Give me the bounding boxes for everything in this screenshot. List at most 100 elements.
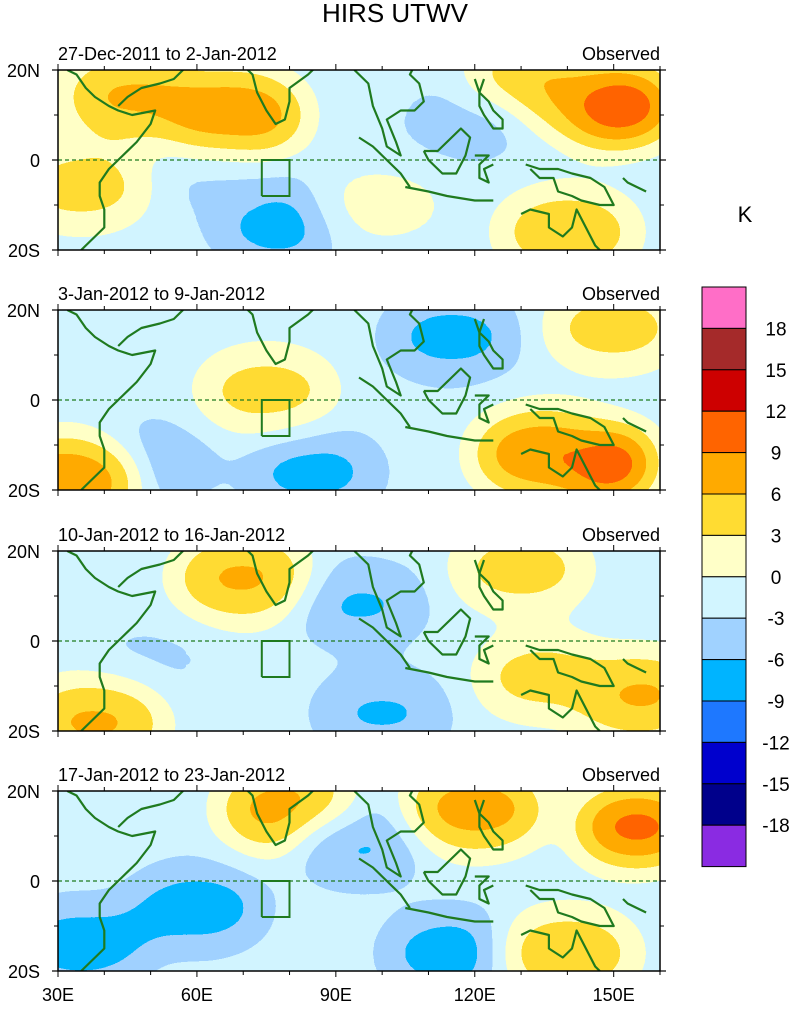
coastline <box>117 791 184 828</box>
coastline <box>358 857 411 909</box>
coastline <box>117 551 184 588</box>
x-tick-label: 150E <box>593 985 635 1005</box>
coastline <box>405 666 494 683</box>
colorbar-level-label: -6 <box>768 651 785 672</box>
colorbar-level-label: 15 <box>765 361 786 382</box>
panel-source-label: Observed <box>582 44 660 64</box>
coastline <box>520 929 601 971</box>
y-tick-label: 20N <box>7 301 40 321</box>
anomaly-blob <box>314 169 451 241</box>
coastlines <box>66 310 647 490</box>
anomaly-blob <box>165 79 302 151</box>
coastline <box>473 78 504 130</box>
anomaly-blob <box>314 677 451 731</box>
coastline <box>353 551 425 638</box>
coastline <box>358 136 411 188</box>
coastline <box>473 318 504 370</box>
coastline <box>422 127 472 175</box>
colorbar: 18 15 12 9 6 3 0 -3 -6 -9 -12 -15 -18 <box>701 286 790 868</box>
coastline <box>473 799 504 851</box>
colorbar-level-label: -3 <box>768 609 785 630</box>
x-tick-label: 120E <box>454 985 496 1005</box>
coastline <box>246 70 315 126</box>
coastline <box>525 884 615 928</box>
x-tick-label: 30E <box>42 985 74 1005</box>
colorbar-level-label: 9 <box>771 444 782 465</box>
colorbar-swatch <box>701 783 747 826</box>
anomaly-blob <box>291 569 427 641</box>
coastline <box>405 906 494 923</box>
coastline <box>66 551 157 731</box>
chart-title: HIRS UTWV <box>322 0 469 28</box>
coastline <box>405 185 494 202</box>
panel-source-label: Observed <box>582 525 660 545</box>
colorbar-level-label: 18 <box>765 319 786 340</box>
coastline <box>422 367 472 415</box>
y-tick-label: 20S <box>8 962 40 982</box>
panel-2: 20N 0 20S 3-Jan-2012 to 9-Jan-2012 Observed <box>7 284 666 501</box>
coastline <box>474 635 494 665</box>
coastline <box>525 403 615 447</box>
y-tick-label: 0 <box>30 872 40 892</box>
anomaly-blob <box>58 151 150 223</box>
y-tick-label: 0 <box>30 391 40 411</box>
coastline <box>66 791 157 971</box>
coastlines <box>66 791 647 971</box>
y-tick-label: 0 <box>30 632 40 652</box>
y-tick-label: 20N <box>7 782 40 802</box>
colorbar-swatch <box>701 576 747 619</box>
panel-3: 20N 0 20S 10-Jan-2012 to 16-Jan-2012 Observe… <box>7 525 666 742</box>
anomaly-blob <box>128 872 265 944</box>
anomaly-blob <box>64 70 201 133</box>
anomaly-blob <box>406 791 543 845</box>
x-tick-label: 60E <box>181 985 213 1005</box>
coastlines <box>66 70 647 250</box>
colorbar-swatch <box>701 369 747 412</box>
coastline <box>622 177 647 193</box>
colorbar-units-label: K <box>738 202 753 227</box>
coastline <box>422 848 472 896</box>
coastline <box>246 791 315 847</box>
coastline <box>246 310 315 366</box>
coastline <box>474 394 494 424</box>
anomaly-blob <box>383 310 520 373</box>
coastline <box>66 70 157 250</box>
anomaly-blob <box>578 797 660 857</box>
anomaly-blob <box>291 809 427 881</box>
anomaly-blob <box>545 310 660 364</box>
coastline <box>525 163 615 207</box>
anomaly-blob <box>397 88 534 160</box>
coastline <box>422 608 472 656</box>
panel-period-label: 17-Jan-2012 to 23-Jan-2012 <box>58 765 285 785</box>
y-tick-label: 20S <box>8 241 40 261</box>
colorbar-swatch <box>701 410 747 454</box>
anomaly-blob <box>58 445 136 490</box>
y-tick-label: 20N <box>7 61 40 81</box>
anomaly-blob <box>198 355 335 427</box>
colorbar-level-label: 12 <box>765 402 786 423</box>
panel-period-label: 10-Jan-2012 to 16-Jan-2012 <box>58 525 285 545</box>
y-tick-label: 20S <box>8 481 40 501</box>
coastline <box>353 70 425 157</box>
y-tick-label: 20S <box>8 722 40 742</box>
coastline <box>622 898 647 914</box>
coastline <box>473 559 504 611</box>
anomaly-blob <box>383 917 520 971</box>
colorbar-swatch <box>701 452 747 495</box>
anomaly-field <box>58 791 660 971</box>
coastline <box>525 644 615 688</box>
panel-source-label: Observed <box>582 284 660 304</box>
x-tick-label: 90E <box>320 985 352 1005</box>
coastline <box>520 208 601 250</box>
colorbar-level-label: -9 <box>768 692 785 713</box>
coastline <box>353 791 425 878</box>
colorbar-swatch <box>701 327 747 371</box>
panel-4: 20N 0 20S 17-Jan-2012 to 23-Jan-2012 Observe… <box>7 765 666 982</box>
anomaly-blob <box>152 142 289 214</box>
y-tick-label: 20N <box>7 542 40 562</box>
panel-period-label: 3-Jan-2012 to 9-Jan-2012 <box>58 284 265 304</box>
colorbar-level-label: -12 <box>762 733 789 754</box>
coastlines <box>66 551 647 731</box>
anomaly-blob <box>175 551 312 614</box>
